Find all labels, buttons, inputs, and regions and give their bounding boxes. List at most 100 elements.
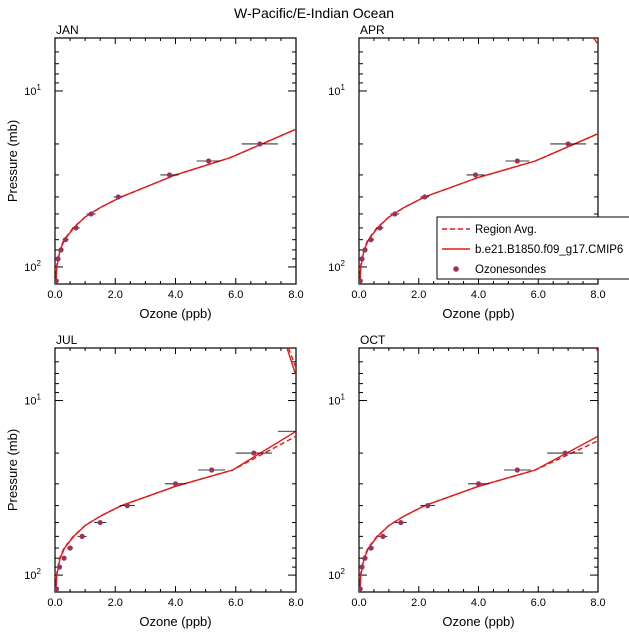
ozonesonde-point (55, 278, 59, 284)
ozonesonde-point (73, 225, 79, 231)
y-tick-exponent: 2 (341, 567, 346, 576)
ozonesonde-point (425, 503, 431, 509)
y-tick-base: 10 (328, 396, 340, 408)
model-line (592, 38, 598, 45)
x-tick-label: 6.0 (531, 289, 546, 301)
x-tick-label: 4.0 (471, 597, 486, 609)
y-tick-exponent: 1 (37, 83, 42, 92)
ozonesonde-point (359, 278, 363, 284)
ozonesonde-point (55, 586, 60, 592)
x-tick-label: 8.0 (590, 597, 605, 609)
y-tick-label: 101 (24, 83, 41, 98)
model-line (595, 348, 598, 353)
region-avg-line (287, 348, 296, 369)
y-tick-exponent: 2 (37, 567, 42, 576)
series-group (55, 128, 296, 284)
x-tick-label: 2.0 (108, 597, 123, 609)
ozonesonde-point (61, 555, 67, 561)
y-tick-label: 102 (328, 259, 345, 274)
ozonesonde-point (398, 519, 404, 526)
ozonesonde-point (359, 256, 365, 262)
legend-entry-label: Region Avg. (475, 224, 537, 236)
series-group (55, 348, 296, 592)
ozonesonde-point (172, 481, 179, 487)
y-tick-exponent: 2 (341, 259, 346, 268)
ozonesonde-point (368, 545, 374, 551)
ozonesonde-point (166, 172, 173, 178)
y-tick-base: 10 (24, 570, 36, 582)
y-tick-exponent: 1 (341, 83, 346, 92)
panel-label: OCT (360, 333, 386, 347)
ozonesonde-point (58, 247, 64, 253)
panel-label: JUL (56, 333, 78, 347)
ozonesonde-point (257, 141, 263, 147)
x-tick-label: 0.0 (351, 289, 366, 301)
ozonesonde-point (79, 533, 85, 539)
x-tick-label: 8.0 (288, 597, 303, 609)
ozonesonde-point (422, 194, 428, 200)
ozonesonde-point (472, 172, 479, 178)
ozonesonde-point (124, 503, 130, 509)
x-tick-label: 0.0 (47, 289, 62, 301)
y-tick-base: 10 (24, 262, 36, 274)
x-tick-label: 6.0 (531, 597, 546, 609)
ozonesonde-point (56, 564, 63, 570)
x-tick-label: 0.0 (47, 597, 62, 609)
panel-label: JAN (56, 23, 79, 37)
x-axis-label: Ozone (ppb) (139, 614, 211, 629)
ozonesonde-point (368, 237, 374, 243)
ozonesonde-point (514, 158, 520, 164)
legend-box (436, 216, 629, 280)
region-avg-line (55, 128, 296, 284)
ozonesonde-point (377, 225, 383, 231)
ozonesonde-point (251, 450, 257, 456)
ozonesonde-point (359, 564, 365, 570)
ozonesonde-point (380, 533, 386, 539)
y-tick-label: 101 (24, 393, 41, 408)
x-axis-label: Ozone (ppb) (442, 306, 514, 321)
ozonesonde-point (475, 481, 482, 487)
x-tick-label: 4.0 (168, 597, 183, 609)
ozonesonde-point (206, 158, 212, 164)
y-tick-base: 10 (24, 396, 36, 408)
y-tick-label: 101 (328, 393, 345, 408)
y-tick-base: 10 (328, 570, 340, 582)
figure-title: W-Pacific/E-Indian Ocean (234, 5, 394, 21)
x-axis-label: Ozone (ppb) (442, 614, 514, 629)
y-tick-exponent: 1 (341, 393, 346, 402)
x-tick-label: 2.0 (411, 597, 426, 609)
x-tick-label: 0.0 (351, 597, 366, 609)
ozonesonde-point (562, 450, 568, 456)
ozonesonde-point (88, 211, 94, 217)
y-tick-base: 10 (328, 262, 340, 274)
y-tick-label: 102 (328, 567, 345, 582)
y-tick-label: 101 (328, 83, 345, 98)
x-tick-label: 4.0 (168, 289, 183, 301)
y-axis-label: Pressure (mb) (5, 120, 20, 202)
x-tick-label: 8.0 (590, 289, 605, 301)
model-line (286, 348, 296, 376)
model-line (55, 128, 296, 284)
y-tick-exponent: 1 (37, 393, 42, 402)
ozonesonde-point (209, 467, 215, 473)
plot-frame (54, 347, 297, 593)
plot-frame (54, 37, 297, 285)
y-tick-exponent: 2 (37, 259, 42, 268)
y-tick-base: 10 (24, 86, 36, 98)
x-tick-label: 2.0 (108, 289, 123, 301)
series-group (359, 38, 598, 284)
plot-frame (358, 347, 599, 593)
ozonesonde-point (514, 467, 520, 473)
ozonesonde-point (362, 247, 368, 253)
ozonesonde-point (362, 555, 368, 561)
legend-entry-label: Ozonesondes (475, 264, 546, 276)
ozonesonde-point (67, 545, 73, 551)
legend: Region Avg. b.e21.B1850.f09_g17.CMIP6 Ozon… (436, 216, 629, 280)
legend-entry-label: b.e21.B1850.f09_g17.CMIP6 (475, 244, 623, 256)
